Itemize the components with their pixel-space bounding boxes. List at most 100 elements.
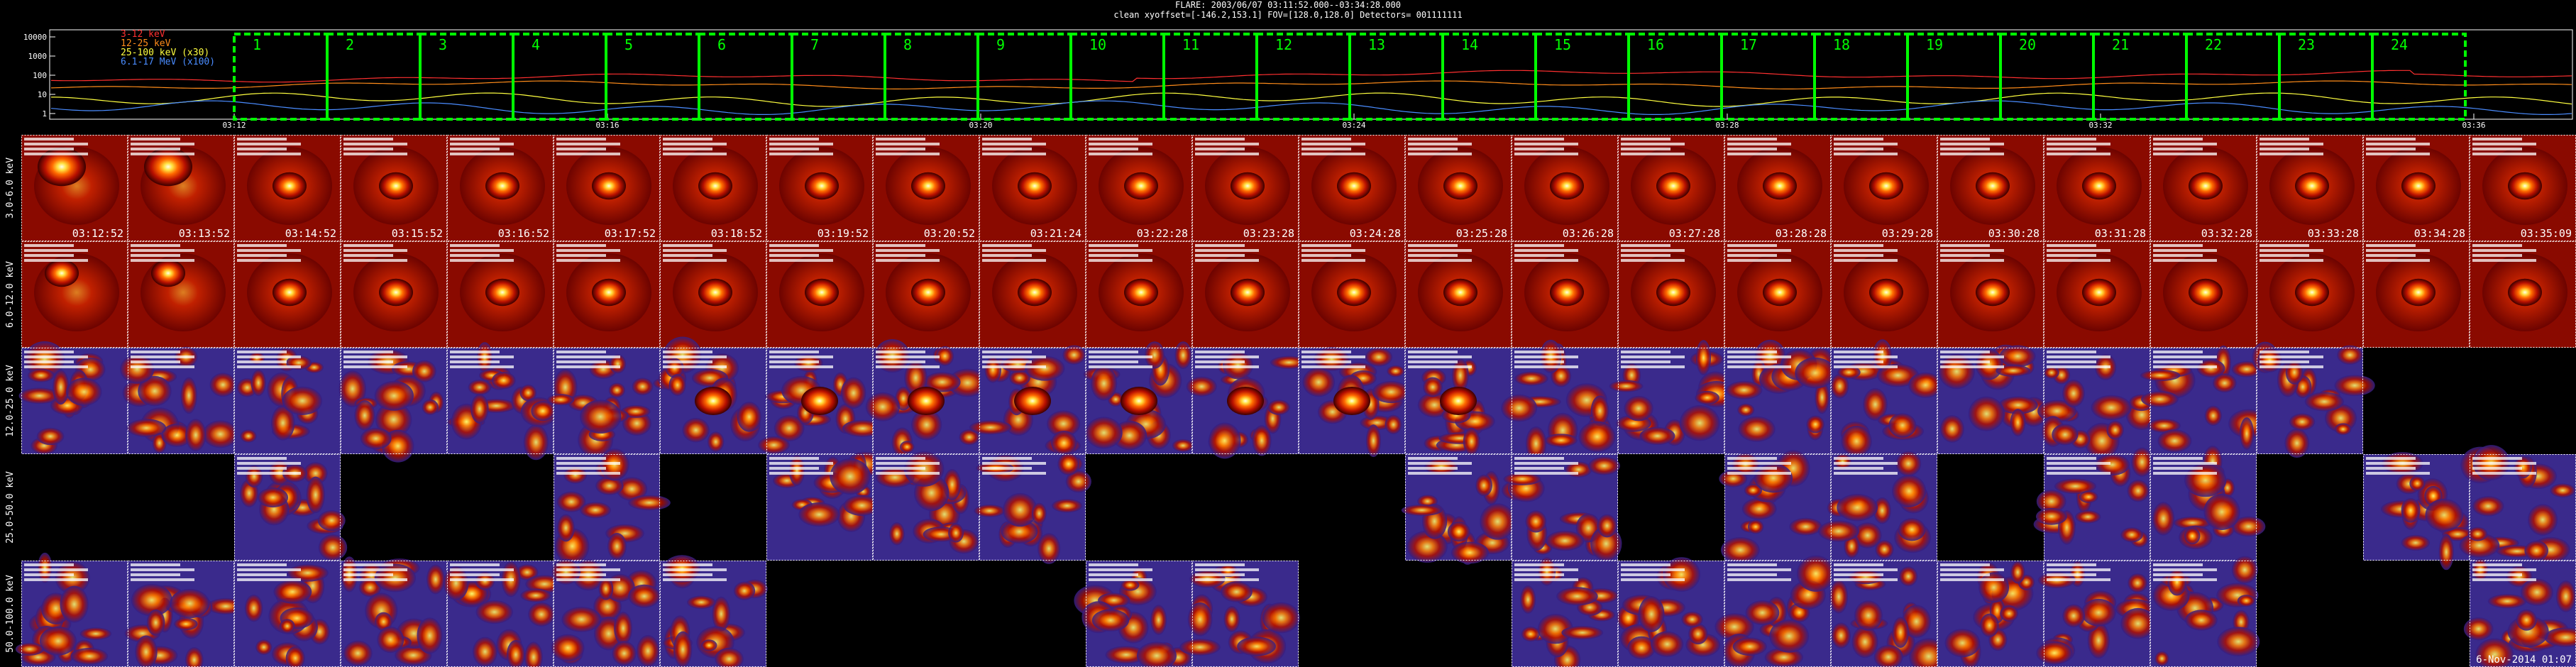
flare-source bbox=[805, 172, 839, 200]
tile-info-text bbox=[131, 365, 194, 368]
noise-blob bbox=[598, 577, 614, 600]
tile-info-text bbox=[1834, 249, 1898, 252]
noise-blob bbox=[1136, 641, 1177, 667]
noise-blob bbox=[632, 377, 654, 396]
noise-blob bbox=[935, 346, 954, 366]
time-label: 03:28 bbox=[1715, 121, 1739, 130]
tile-info-text bbox=[1089, 244, 1138, 247]
tile-info-text bbox=[1621, 578, 1685, 581]
image-tile bbox=[128, 241, 234, 348]
tile-info-text bbox=[769, 153, 833, 155]
tile-border bbox=[554, 241, 660, 348]
interval-number: 1 bbox=[253, 36, 261, 53]
tile-info-text bbox=[982, 462, 1046, 465]
noise-blob bbox=[2141, 391, 2179, 408]
tile-info-text bbox=[1408, 259, 1472, 262]
tile-info-text bbox=[1089, 573, 1138, 576]
tile-info-text bbox=[876, 365, 940, 368]
tile-time-label: 03:14:52 bbox=[285, 227, 336, 240]
tile-info-text bbox=[769, 365, 833, 368]
noise-blob bbox=[984, 356, 1002, 383]
interval-number: 11 bbox=[1182, 36, 1199, 53]
noise-blob bbox=[1091, 609, 1130, 632]
tile-info-text bbox=[2153, 249, 2217, 252]
noise-blob bbox=[2438, 534, 2454, 570]
tile-border bbox=[234, 135, 341, 241]
interval-number: 22 bbox=[2205, 36, 2222, 53]
tile-info-text bbox=[1195, 244, 1245, 247]
tile-info-text bbox=[2153, 563, 2203, 566]
tile-info-text bbox=[2047, 244, 2096, 247]
noise-blob bbox=[2127, 480, 2150, 502]
noise-blob bbox=[2467, 527, 2488, 541]
tile-info-text bbox=[2047, 462, 2110, 465]
image-tile bbox=[1512, 557, 1619, 667]
noise-blob bbox=[2337, 345, 2363, 365]
tile-info-text bbox=[2047, 148, 2096, 150]
tile-border bbox=[2257, 241, 2363, 348]
tile-info-text bbox=[2047, 259, 2110, 262]
tile-info-text bbox=[769, 355, 833, 358]
noise-blob bbox=[2154, 651, 2169, 666]
noise-blob bbox=[686, 595, 716, 610]
noise-blob bbox=[923, 372, 961, 392]
energy-band-label: 3.0-6.0 keV bbox=[5, 158, 16, 219]
tile-info-text bbox=[1195, 365, 1259, 368]
image-tile bbox=[554, 448, 671, 565]
tile-info-text bbox=[2259, 249, 2323, 252]
tile-border bbox=[2470, 454, 2576, 561]
tile-info-text bbox=[663, 259, 727, 262]
tile-info-text bbox=[2366, 457, 2416, 460]
tile-info-text bbox=[24, 244, 74, 247]
tile-time-label: 03:32:28 bbox=[2201, 227, 2252, 240]
tile-info-text bbox=[876, 360, 925, 363]
tile-info-text bbox=[237, 148, 287, 150]
tile-info-text bbox=[1089, 351, 1138, 353]
tile-border bbox=[766, 135, 873, 241]
tile-info-text bbox=[2472, 143, 2536, 145]
noise-blob bbox=[1741, 497, 1777, 520]
tile-info-text bbox=[1727, 573, 1777, 576]
tile-info-text bbox=[2472, 244, 2522, 247]
noise-blob bbox=[1744, 483, 1762, 497]
time-label: 03:36 bbox=[2462, 121, 2485, 130]
noise-blob bbox=[1037, 533, 1061, 564]
flare-source bbox=[2189, 172, 2223, 200]
flare-source bbox=[1656, 278, 1690, 307]
tile-info-text bbox=[2153, 568, 2217, 571]
tile-border bbox=[21, 241, 128, 348]
tile-info-text bbox=[2259, 351, 2309, 353]
noise-blob bbox=[374, 380, 414, 411]
tile-info-text bbox=[876, 153, 940, 155]
noise-blob bbox=[737, 402, 761, 432]
tile-info-text bbox=[556, 254, 606, 257]
tile-info-text bbox=[1940, 573, 1990, 576]
image-tile: 03:30:28 bbox=[1937, 135, 2044, 241]
interval-number: 7 bbox=[810, 36, 819, 53]
tile-border bbox=[2363, 135, 2470, 241]
tile-info-text bbox=[2472, 578, 2536, 581]
noise-blob bbox=[948, 523, 964, 543]
tile-border bbox=[128, 241, 234, 348]
noise-blob bbox=[1597, 514, 1617, 538]
noise-blob bbox=[1590, 526, 1622, 561]
image-tile bbox=[1937, 344, 2048, 454]
tile-info-text bbox=[1727, 249, 1791, 252]
tile-info-text bbox=[1940, 153, 2004, 155]
tile-info-text bbox=[24, 563, 74, 566]
tile-info-text bbox=[24, 153, 88, 155]
tile-info-text bbox=[2047, 143, 2110, 145]
noise-blob bbox=[1121, 579, 1140, 591]
noise-blob bbox=[2037, 399, 2077, 422]
tile-info-text bbox=[1940, 360, 1990, 363]
ytick-label: 1000 bbox=[28, 52, 48, 61]
energy-band-label: 50.0-100.0 keV bbox=[5, 575, 16, 653]
tile-info-text bbox=[343, 259, 407, 262]
legend-entry: 3-12 keV bbox=[121, 29, 165, 40]
flare-source bbox=[1231, 278, 1265, 307]
tile-info-text bbox=[2153, 259, 2217, 262]
tile-border bbox=[1405, 454, 1512, 561]
image-tile bbox=[873, 241, 979, 348]
tile-info-text bbox=[1621, 153, 1685, 155]
image-tile bbox=[21, 241, 128, 348]
